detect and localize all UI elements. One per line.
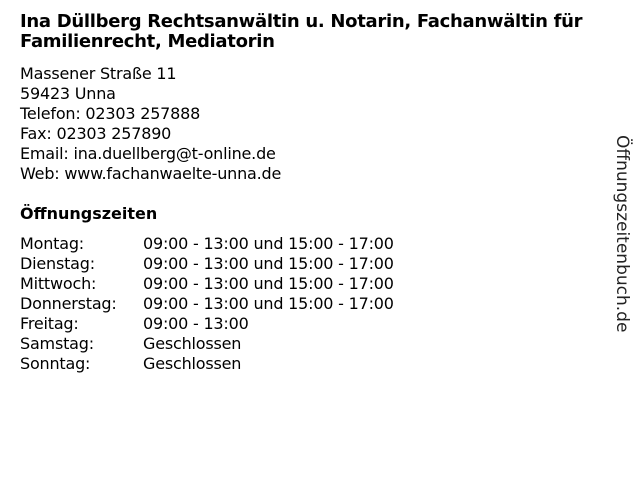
hours-table: Montag: 09:00 - 13:00 und 15:00 - 17:00 D… xyxy=(20,234,394,374)
hours-row: Donnerstag: 09:00 - 13:00 und 15:00 - 17:… xyxy=(20,294,394,314)
day: Montag: xyxy=(20,234,84,253)
city: 59423 Unna xyxy=(20,84,116,103)
website: Web: www.fachanwaelte-unna.de xyxy=(20,164,282,183)
email: Email: ina.duellberg@t-online.de xyxy=(20,144,276,163)
street: Massener Straße 11 xyxy=(20,64,177,83)
day: Sonntag: xyxy=(20,354,91,373)
business-title: Ina Düllberg Rechtsanwältin u. Notarin, … xyxy=(20,11,583,52)
hours-row: Dienstag: 09:00 - 13:00 und 15:00 - 17:00 xyxy=(20,254,394,274)
hours-row: Samstag: Geschlossen xyxy=(20,334,394,354)
hours-row: Montag: 09:00 - 13:00 und 15:00 - 17:00 xyxy=(20,234,394,254)
time: 09:00 - 13:00 und 15:00 - 17:00 xyxy=(143,234,394,253)
watermark-text: Öffnungszeitenbuch.de xyxy=(612,135,632,333)
day: Freitag: xyxy=(20,314,79,333)
time: 09:00 - 13:00 und 15:00 - 17:00 xyxy=(143,274,394,293)
time: Geschlossen xyxy=(143,354,242,373)
day: Mittwoch: xyxy=(20,274,97,293)
hours-row: Sonntag: Geschlossen xyxy=(20,354,394,374)
day: Donnerstag: xyxy=(20,294,117,313)
time: 09:00 - 13:00 und 15:00 - 17:00 xyxy=(143,254,394,273)
day: Samstag: xyxy=(20,334,94,353)
fax: Fax: 02303 257890 xyxy=(20,124,172,143)
hours-row: Freitag: 09:00 - 13:00 xyxy=(20,314,394,334)
hours-heading: Öffnungszeiten xyxy=(20,204,158,223)
time: 09:00 - 13:00 und 15:00 - 17:00 xyxy=(143,294,394,313)
time: 09:00 - 13:00 xyxy=(143,314,249,333)
hours-row: Mittwoch: 09:00 - 13:00 und 15:00 - 17:00 xyxy=(20,274,394,294)
phone: Telefon: 02303 257888 xyxy=(20,104,201,123)
contact-info: Massener Straße 11 59423 Unna Telefon: 0… xyxy=(20,64,281,184)
time: Geschlossen xyxy=(143,334,242,353)
day: Dienstag: xyxy=(20,254,95,273)
